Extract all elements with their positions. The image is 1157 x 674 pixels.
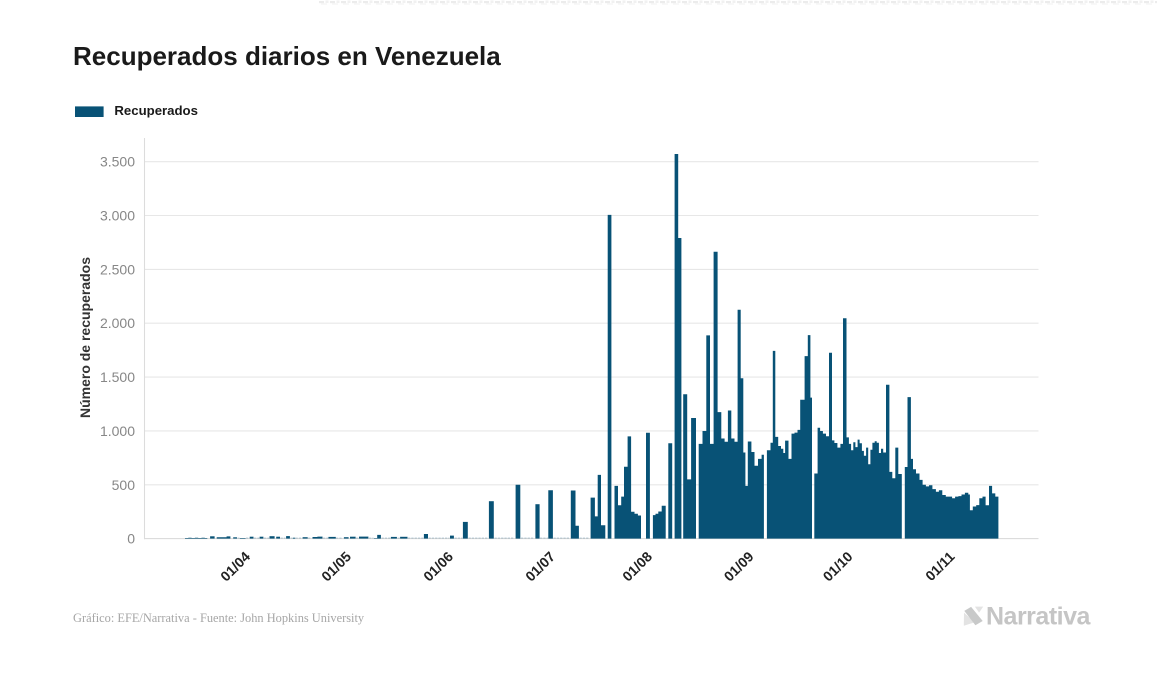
svg-text:Recuperados diarios en Venezue: Recuperados diarios en Venezuela bbox=[73, 41, 501, 71]
svg-text:2.000: 2.000 bbox=[100, 315, 135, 331]
svg-text:Gráfico: EFE/Narrativa - Fuent: Gráfico: EFE/Narrativa - Fuente: John Ho… bbox=[73, 611, 365, 625]
svg-text:Narrativa: Narrativa bbox=[986, 603, 1091, 631]
svg-text:1.000: 1.000 bbox=[100, 423, 135, 439]
svg-text:500: 500 bbox=[112, 477, 136, 493]
svg-text:3.500: 3.500 bbox=[100, 154, 135, 170]
svg-text:Recuperados: Recuperados bbox=[114, 103, 198, 118]
svg-text:0: 0 bbox=[127, 531, 135, 547]
svg-text:Número de recuperados: Número de recuperados bbox=[77, 257, 93, 418]
svg-text:3.000: 3.000 bbox=[100, 208, 135, 224]
svg-text:2.500: 2.500 bbox=[100, 261, 135, 277]
svg-text:1.500: 1.500 bbox=[100, 369, 135, 385]
